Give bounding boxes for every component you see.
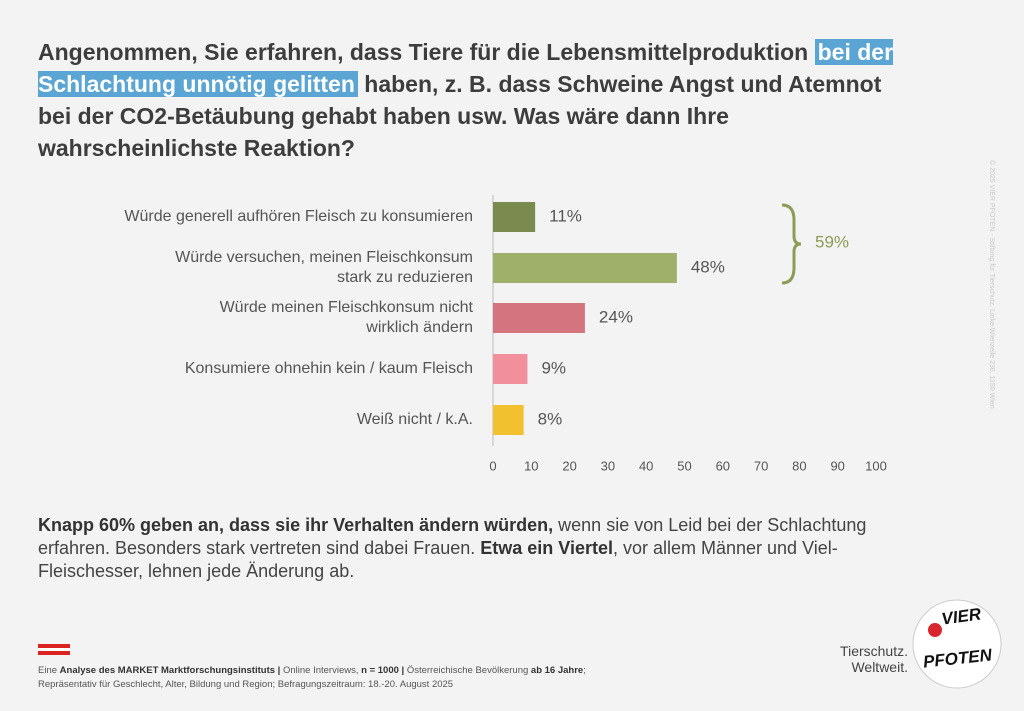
x-tick-label: 50 — [677, 458, 691, 473]
summary-text: wenn sie von Leid bei der Schlachtung er… — [38, 515, 867, 558]
flag — [38, 644, 70, 648]
x-tick-label: 20 — [562, 458, 576, 473]
bar — [493, 253, 677, 283]
flag — [38, 648, 70, 651]
x-tick-label: 80 — [792, 458, 806, 473]
footer-bold: ab 16 Jahre — [530, 665, 584, 676]
footer-text: ; — [583, 665, 586, 676]
value-label: 11% — [549, 206, 582, 225]
x-tick-label: 10 — [524, 458, 538, 473]
bar — [493, 202, 536, 232]
logo-icon — [928, 623, 942, 637]
bar — [493, 303, 585, 333]
bar — [493, 354, 528, 384]
value-label: 48% — [691, 257, 725, 276]
value-label: 8% — [538, 409, 563, 428]
footer-bold: n = 1000 | — [361, 665, 405, 676]
x-tick-label: 30 — [601, 458, 615, 473]
footer: Eine Analyse des MARKET Marktforschungsi… — [38, 664, 586, 692]
title-text: Angenommen, Sie erfahren, dass Tiere für… — [38, 39, 815, 65]
category-label: Konsumiere ohnehin kein / kaum Fleisch — [184, 360, 473, 377]
bar — [493, 405, 524, 435]
bracket — [781, 203, 802, 285]
x-tick-label: 90 — [830, 458, 844, 473]
footer-text: Österreichische Bevölkerung — [404, 665, 531, 676]
summary-bold: Etwa ein Viertel — [480, 538, 613, 558]
category-label: Weiß nicht / k.A. — [356, 411, 473, 428]
category-label: Würde versuchen, meinen Fleischkonsum st… — [175, 249, 473, 286]
copyright: © 2025 VIER PFOTEN - Stiftung für Tiersc… — [988, 160, 996, 409]
x-tick-label: 40 — [639, 458, 653, 473]
footer-line: Eine Analyse des MARKET Marktforschungsi… — [38, 664, 586, 678]
category-label: Würde meinen Fleischkonsum nicht wirklic… — [219, 299, 473, 336]
x-tick-label: 100 — [865, 458, 887, 473]
tagline: Tierschutz. Weltweit. — [840, 643, 908, 675]
x-tick-label: 0 — [489, 458, 496, 473]
x-tick-label: 70 — [754, 458, 768, 473]
value-label: 24% — [599, 307, 633, 326]
title-text: haben, z. B. dass Schweine Angst und Ate… — [38, 71, 882, 161]
flag — [38, 651, 70, 655]
logo — [912, 599, 1002, 689]
summary-text: , vor allem Männer und Viel-Fleischesser… — [38, 538, 838, 581]
footer-bold: Analyse des MARKET Marktforschungsinstit… — [59, 665, 281, 676]
summary: Knapp 60% geben an, dass sie ihr Verhalt… — [38, 514, 918, 583]
footer-line: Repräsentativ für Geschlecht, Alter, Bil… — [38, 679, 454, 690]
footer-text: Eine — [38, 665, 60, 676]
title: Angenommen, Sie erfahren, dass Tiere für… — [38, 36, 918, 164]
footer-text: Online Interviews, — [280, 665, 362, 676]
bracket-label: 59% — [815, 232, 849, 251]
summary-bold: Knapp 60% geben an, dass sie ihr Verhalt… — [38, 515, 554, 535]
value-label: 9% — [541, 358, 566, 377]
category-label: Würde generell aufhören Fleisch zu konsu… — [124, 208, 473, 225]
x-tick-label: 60 — [716, 458, 730, 473]
